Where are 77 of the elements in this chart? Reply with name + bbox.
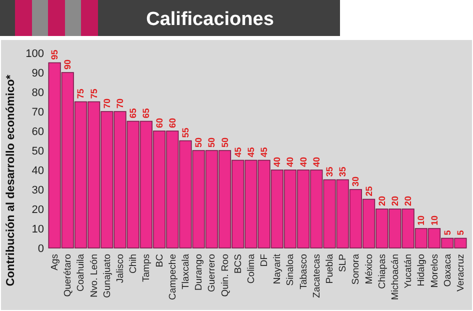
data-label: 10 xyxy=(416,215,426,226)
y-tick-label: 100 xyxy=(26,48,44,60)
x-tick-label: Quin. Roo xyxy=(220,254,231,297)
y-tick-label: 0 xyxy=(38,242,44,255)
y-axis-title: Contribución al desarrollo económico* xyxy=(5,74,17,286)
x-tick-label: DF xyxy=(259,254,270,267)
data-label: 50 xyxy=(194,137,204,148)
data-label: 5 xyxy=(442,230,452,236)
data-label: 75 xyxy=(76,88,86,99)
data-label: 50 xyxy=(206,137,217,148)
chart-title: Calificaciones xyxy=(146,9,274,30)
data-label: 65 xyxy=(141,108,152,118)
data-label: 10 xyxy=(429,215,440,226)
data-label: 40 xyxy=(272,156,282,167)
data-label: 20 xyxy=(376,196,387,206)
y-tick-label: 80 xyxy=(32,86,44,99)
x-tick-label: Yucatán xyxy=(403,254,414,288)
data-label: 45 xyxy=(232,147,243,158)
x-tick-label: Querétaro xyxy=(62,254,74,297)
x-tick-label: Sonora xyxy=(350,253,362,285)
x-tick-label: Puebla xyxy=(324,253,336,284)
y-tick-label: 90 xyxy=(32,67,44,80)
x-tick-label: Zacatecas xyxy=(311,254,322,298)
data-label: 50 xyxy=(220,137,230,148)
x-tick-label: Chih xyxy=(128,254,140,274)
y-tick-label: 40 xyxy=(32,164,44,177)
x-tick-label: Durango xyxy=(194,254,205,290)
data-label: 55 xyxy=(180,128,190,138)
data-label: 60 xyxy=(167,118,178,128)
data-label: 65 xyxy=(128,108,138,118)
x-tick-label: Gunajuato xyxy=(102,254,113,298)
x-tick-label: Guerrero xyxy=(206,254,218,292)
x-tick-label: Nvo. León xyxy=(88,254,100,298)
x-tick-label: Sinaloa xyxy=(285,253,296,286)
data-label: 45 xyxy=(259,147,270,158)
data-label: 20 xyxy=(390,196,400,206)
data-label: 40 xyxy=(311,156,322,167)
data-label: 90 xyxy=(62,59,73,70)
x-tick-label: México xyxy=(364,254,375,284)
data-label: 35 xyxy=(338,166,348,177)
data-label: 75 xyxy=(88,88,99,99)
y-tick-label: 10 xyxy=(32,223,44,236)
x-tick-label: SLP xyxy=(338,254,349,272)
data-label: 60 xyxy=(154,118,164,128)
x-tick-label: Tlaxcala xyxy=(180,253,192,290)
x-tick-label: Michoacán xyxy=(390,254,401,300)
y-tick-label: 70 xyxy=(32,106,44,118)
x-tick-label: Jalisco xyxy=(115,254,126,284)
x-tick-label: Campeche xyxy=(167,254,178,300)
data-label: 5 xyxy=(455,230,466,236)
data-label: 70 xyxy=(115,98,126,108)
data-label: 40 xyxy=(298,156,308,167)
y-tick-label: 60 xyxy=(32,126,44,138)
x-tick-label: Hidalgo xyxy=(416,254,428,286)
x-tick-label: Coahuila xyxy=(76,253,87,292)
x-tick-label: BC xyxy=(154,254,166,268)
x-tick-label: Colima xyxy=(246,253,257,284)
x-tick-label: Morelos xyxy=(429,254,440,288)
data-label: 20 xyxy=(403,196,414,206)
data-label: 40 xyxy=(285,156,296,167)
x-tick-label: Veracruz xyxy=(455,254,466,292)
data-label: 70 xyxy=(102,98,112,108)
data-label: 45 xyxy=(246,147,256,158)
x-tick-label: Nayarit xyxy=(272,254,284,284)
y-tick-label: 20 xyxy=(32,204,44,216)
x-tick-label: Tamps xyxy=(141,254,152,282)
x-tick-label: Tabasco xyxy=(298,254,310,290)
data-label: 30 xyxy=(350,176,361,186)
x-tick-label: Ags xyxy=(50,254,61,270)
y-tick-label: 50 xyxy=(32,145,44,158)
data-label: 95 xyxy=(50,50,60,60)
x-tick-label: BCS xyxy=(232,254,244,274)
x-tick-label: Oaxaca xyxy=(442,253,454,287)
x-tick-label: Chiapas xyxy=(376,254,388,289)
y-tick-label: 30 xyxy=(32,184,44,196)
data-label: 25 xyxy=(364,186,374,196)
data-label: 35 xyxy=(324,166,335,177)
